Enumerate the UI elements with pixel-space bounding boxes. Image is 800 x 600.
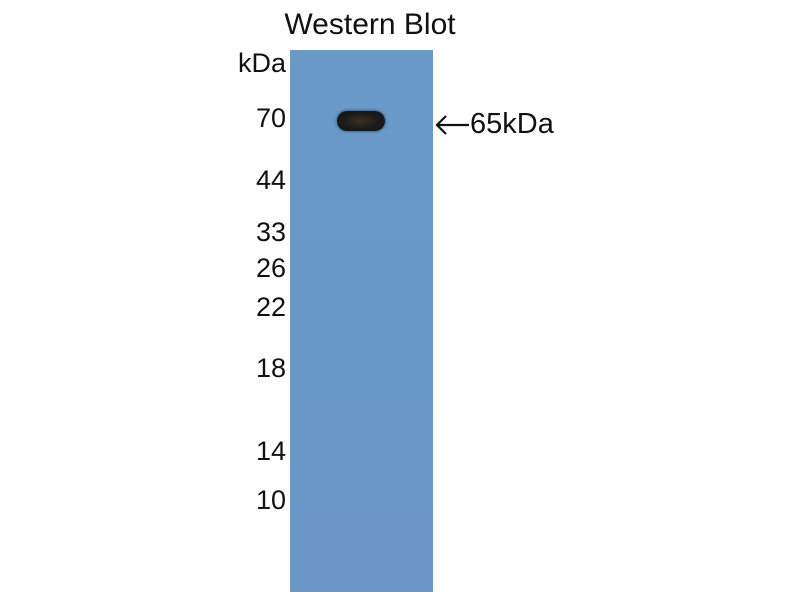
- protein-band: [337, 111, 385, 131]
- band-size-label: 65kDa: [470, 108, 554, 140]
- marker-label: 70: [255, 103, 286, 133]
- blot-title: Western Blot: [284, 8, 456, 41]
- blot-lane: [290, 50, 433, 592]
- marker-label: 26: [255, 253, 286, 283]
- marker-label: 33: [255, 217, 286, 247]
- unit-label: kDa: [237, 48, 286, 78]
- left-arrow-icon: [435, 115, 469, 135]
- marker-label: 18: [255, 353, 286, 383]
- marker-label: 44: [255, 165, 286, 195]
- marker-label: 22: [255, 292, 286, 322]
- marker-label: 10: [255, 485, 286, 515]
- marker-label: 14: [255, 436, 286, 466]
